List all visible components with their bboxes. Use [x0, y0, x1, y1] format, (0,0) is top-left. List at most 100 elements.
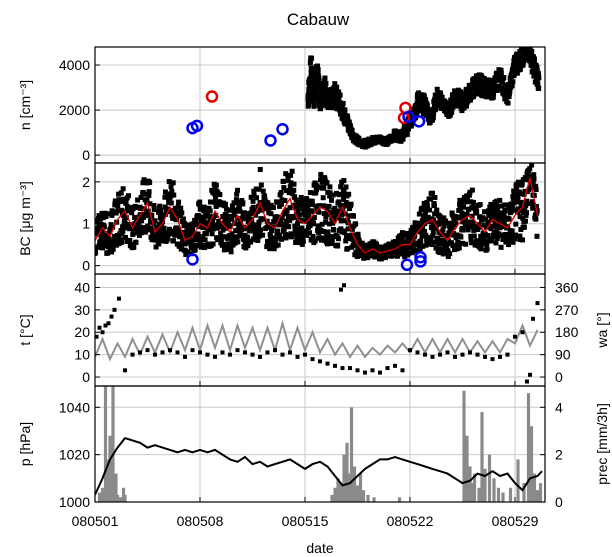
data-point: [408, 348, 412, 353]
data-point: [405, 231, 411, 237]
data-point: [129, 241, 135, 247]
data-point: [484, 246, 490, 252]
data-point: [132, 203, 138, 209]
data-point: [251, 208, 257, 214]
data-point: [520, 62, 526, 68]
data-point: [502, 96, 508, 102]
data-point: [224, 206, 230, 212]
data-point: [233, 228, 239, 234]
data-point: [306, 97, 312, 103]
data-point: [223, 211, 229, 217]
data-point: [350, 213, 356, 219]
data-point: [325, 229, 331, 235]
data-point: [325, 241, 330, 247]
data-point: [290, 214, 296, 220]
blue-circle-marker: [400, 258, 414, 272]
data-point: [447, 112, 453, 118]
data-point: [285, 213, 291, 219]
data-point: [460, 240, 465, 246]
data-point: [95, 230, 101, 236]
plot-area: [95, 163, 545, 274]
data-point: [319, 221, 325, 227]
data-point: [529, 163, 535, 168]
data-point: [129, 210, 135, 216]
data-point: [307, 230, 313, 236]
data-point: [210, 241, 216, 247]
data-point: [491, 229, 497, 235]
data-point: [128, 224, 134, 230]
x-tick-label: 080508: [177, 513, 224, 529]
data-point: [310, 65, 316, 71]
data-point: [119, 231, 125, 237]
data-point: [492, 234, 498, 240]
data-point: [324, 207, 330, 213]
data-point: [217, 202, 223, 208]
data-point: [420, 243, 426, 249]
data-point: [163, 211, 169, 217]
data-point: [468, 199, 474, 205]
precip-bar: [366, 494, 370, 502]
data-point: [457, 206, 463, 212]
data-point: [311, 215, 317, 221]
data-point: [478, 88, 484, 94]
y-axis-label: n [cm⁻³]: [17, 80, 33, 130]
data-point: [250, 204, 256, 210]
data-point: [500, 216, 506, 222]
data-point: [447, 251, 453, 257]
panel-3: 0 10 20 30 40 0 90 180 270 360 wa [°] t [°C]: [17, 273, 610, 387]
y2-axis-label: prec [mm/3h]: [594, 403, 610, 485]
y-tick-label: 2: [82, 174, 90, 190]
data-point: [133, 239, 139, 245]
data-point: [423, 97, 429, 103]
data-point: [427, 207, 433, 213]
data-point: [349, 127, 355, 133]
data-point: [417, 106, 423, 112]
data-point: [459, 108, 465, 114]
data-point: [104, 234, 110, 240]
data-point: [160, 219, 165, 225]
y-tick-label: 0: [82, 258, 90, 274]
data-point: [220, 350, 225, 355]
data-point: [498, 232, 504, 238]
data-point: [179, 210, 185, 216]
x-axis-label: date: [306, 540, 333, 556]
data-point: [281, 185, 287, 191]
data-point: [474, 209, 480, 215]
data-point: [143, 211, 149, 217]
data-point: [274, 199, 280, 205]
data-point: [156, 221, 162, 227]
data-point: [140, 180, 146, 186]
data-point: [347, 123, 353, 129]
data-point: [119, 207, 125, 213]
data-point: [359, 240, 365, 246]
data-point: [318, 171, 324, 177]
data-point: [332, 209, 338, 215]
data-point: [460, 352, 465, 357]
data-point: [256, 222, 262, 228]
data-point: [336, 96, 342, 102]
precip-bar: [97, 492, 102, 502]
x-tick-label: 080522: [387, 513, 434, 529]
data-point: [465, 227, 471, 233]
data-point: [477, 214, 483, 220]
data-point: [460, 227, 466, 233]
data-point: [306, 102, 312, 108]
data-point: [533, 216, 539, 222]
data-point: [330, 192, 336, 198]
data-point: [242, 226, 248, 232]
data-point: [139, 218, 145, 224]
data-point: [162, 194, 168, 200]
data-point: [180, 229, 186, 235]
blue-circle-marker: [414, 255, 427, 268]
data-point: [165, 235, 171, 241]
data-point: [354, 242, 360, 248]
data-point: [346, 119, 352, 125]
data-point: [440, 251, 446, 257]
data-point: [348, 232, 354, 238]
data-point: [141, 177, 147, 183]
data-point: [501, 212, 507, 218]
data-point: [98, 215, 104, 221]
data-point: [193, 234, 199, 240]
data-point: [430, 354, 435, 359]
data-point: [189, 238, 195, 244]
